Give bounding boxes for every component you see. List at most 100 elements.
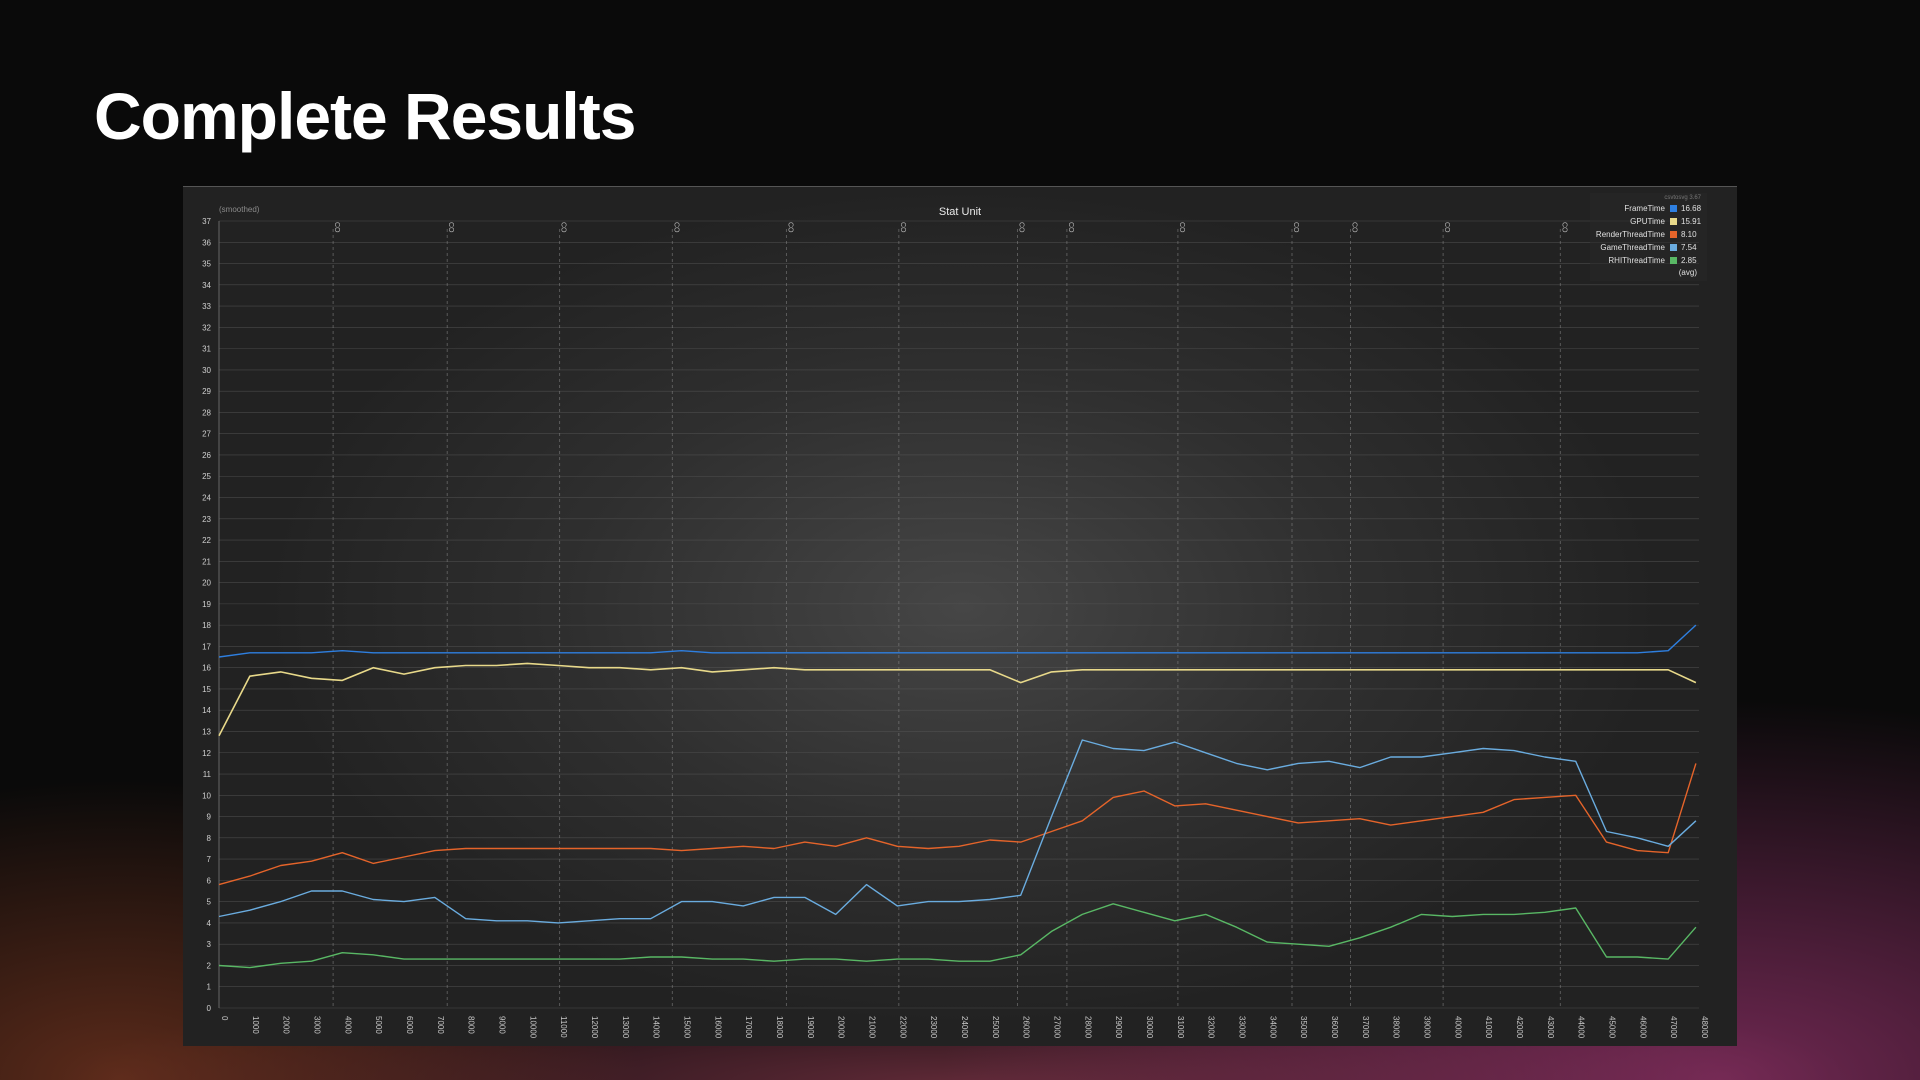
x-tick-label: 4000 — [343, 1016, 352, 1034]
x-tick-label: 1000 — [251, 1016, 260, 1034]
x-tick-label: 29000 — [1114, 1016, 1123, 1039]
x-tick-label: 25000 — [991, 1016, 1000, 1039]
x-tick-label: 3000 — [313, 1016, 322, 1034]
event-marker-label: CO — [560, 222, 567, 233]
y-tick-label: 3 — [207, 940, 212, 949]
stat-unit-chart: CO CO CO CO CO CO CO CO CO CO CO CO CO 0123456789101… — [202, 205, 1709, 1039]
event-marker-label: CO — [672, 222, 679, 233]
y-tick-label: 7 — [207, 855, 212, 864]
y-tick-label: 36 — [202, 238, 211, 247]
x-tick-label: 40000 — [1453, 1016, 1462, 1039]
x-tick-label: 28000 — [1083, 1016, 1092, 1039]
event-marker-label: CO — [447, 222, 454, 233]
event-marker-label: CO — [1351, 222, 1358, 233]
x-tick-label: 11000 — [559, 1016, 568, 1038]
legend-swatch — [1670, 205, 1677, 212]
event-marker-label: CO — [1292, 222, 1299, 233]
x-tick-label: 15000 — [683, 1016, 692, 1039]
y-tick-label: 37 — [202, 217, 211, 226]
legend-swatch — [1670, 218, 1677, 225]
y-tick-label: 9 — [207, 813, 212, 822]
x-tick-label: 8000 — [467, 1016, 476, 1034]
series-line-renderthreadtime — [218, 763, 1697, 886]
x-tick-label: 30000 — [1145, 1016, 1154, 1039]
x-tick-label: 37000 — [1361, 1016, 1370, 1039]
legend-value: 16.68 — [1681, 204, 1702, 213]
x-tick-label: 6000 — [405, 1016, 414, 1034]
x-tick-label: 46000 — [1638, 1016, 1647, 1039]
y-tick-label: 23 — [202, 515, 211, 524]
event-marker-label: CO — [1067, 222, 1074, 233]
x-tick-label: 23000 — [929, 1016, 938, 1039]
x-tick-label: 41000 — [1484, 1016, 1493, 1039]
y-tick-label: 12 — [202, 749, 211, 758]
legend-item-frametime: FrameTime 16.68 — [1596, 202, 1701, 215]
x-tick-label: 47000 — [1669, 1016, 1678, 1039]
legend-label: RenderThreadTime — [1595, 230, 1665, 239]
series-line-rhithreadtime — [218, 903, 1697, 969]
x-tick-label: 19000 — [806, 1016, 815, 1039]
x-tick-label: 36000 — [1330, 1016, 1339, 1039]
x-tick-label: 5000 — [374, 1016, 383, 1034]
legend-item-gputime: GPUTime 15.91 — [1596, 215, 1701, 228]
x-tick-label: 13000 — [621, 1016, 630, 1039]
y-tick-label: 27 — [202, 430, 211, 439]
y-tick-label: 24 — [202, 494, 211, 503]
y-tick-label: 30 — [202, 366, 211, 375]
chart-legend: csvtosvg 3.67 FrameTime 16.68 GPUTime 15… — [1589, 193, 1707, 281]
y-tick-label: 4 — [207, 919, 212, 928]
legend-label: GameThreadTime — [1600, 243, 1665, 252]
legend-item-rhithreadtime: RHIThreadTime 2.85 — [1596, 254, 1701, 267]
y-tick-label: 20 — [202, 579, 211, 588]
event-marker-label: CO — [899, 222, 906, 233]
y-tick-label: 10 — [202, 791, 211, 800]
y-tick-label: 2 — [207, 961, 212, 970]
series-line-frametime — [218, 624, 1697, 658]
x-tick-label: 42000 — [1515, 1016, 1524, 1039]
y-tick-label: 25 — [202, 472, 211, 481]
y-tick-label: 31 — [202, 345, 211, 354]
legend-value: 8.10 — [1681, 230, 1697, 239]
event-marker-label: CO — [786, 222, 793, 233]
y-tick-label: 22 — [202, 536, 211, 545]
y-tick-label: 32 — [202, 323, 211, 332]
legend-header: csvtosvg 3.67 — [1664, 195, 1701, 201]
x-axis-ticks: 0 1000 2000 3000 4000 5000 6000 7000 8000 9000 100… — [220, 1016, 1709, 1039]
y-tick-label: 16 — [202, 664, 211, 673]
x-tick-label: 22000 — [898, 1016, 907, 1039]
y-tick-label: 1 — [207, 983, 212, 992]
x-tick-label: 12000 — [590, 1016, 599, 1039]
x-tick-label: 2000 — [282, 1016, 291, 1034]
legend-swatch — [1670, 244, 1677, 251]
x-tick-label: 32000 — [1207, 1016, 1216, 1039]
x-tick-label: 7000 — [436, 1016, 445, 1034]
y-axis-ticks: 0123456789101112131415161718192021222324… — [202, 217, 211, 1013]
x-tick-label: 16000 — [713, 1016, 722, 1039]
x-tick-label: 10000 — [528, 1016, 537, 1039]
x-tick-label: 34000 — [1268, 1016, 1277, 1039]
chart-subtitle: (smoothed) — [219, 205, 260, 214]
y-tick-label: 29 — [202, 387, 211, 396]
legend-value: 7.54 — [1681, 243, 1697, 252]
x-tick-label: 38000 — [1392, 1016, 1401, 1039]
chart-title: Stat Unit — [939, 206, 981, 218]
y-tick-label: 6 — [207, 876, 212, 885]
legend-label: FrameTime — [1624, 204, 1665, 213]
y-tick-label: 19 — [202, 600, 211, 609]
x-tick-label: 39000 — [1423, 1016, 1432, 1039]
y-tick-label: 15 — [202, 685, 211, 694]
x-tick-label: 44000 — [1577, 1016, 1586, 1039]
y-tick-label: 14 — [202, 706, 211, 715]
y-tick-label: 34 — [202, 281, 211, 290]
legend-swatch — [1670, 257, 1677, 264]
legend-label: RHIThreadTime — [1608, 256, 1665, 265]
legend-value: 15.91 — [1681, 217, 1702, 226]
x-tick-label: 14000 — [652, 1016, 661, 1039]
x-tick-label: 9000 — [498, 1016, 507, 1034]
y-tick-label: 26 — [202, 451, 211, 460]
chart-panel: CO CO CO CO CO CO CO CO CO CO CO CO CO 0 1 2 3 4 5 6 7 8 9 10 1… — [183, 186, 1737, 1046]
series-layer — [218, 624, 1697, 969]
x-tick-label: 31000 — [1176, 1016, 1185, 1039]
legend-label: GPUTime — [1630, 217, 1665, 226]
